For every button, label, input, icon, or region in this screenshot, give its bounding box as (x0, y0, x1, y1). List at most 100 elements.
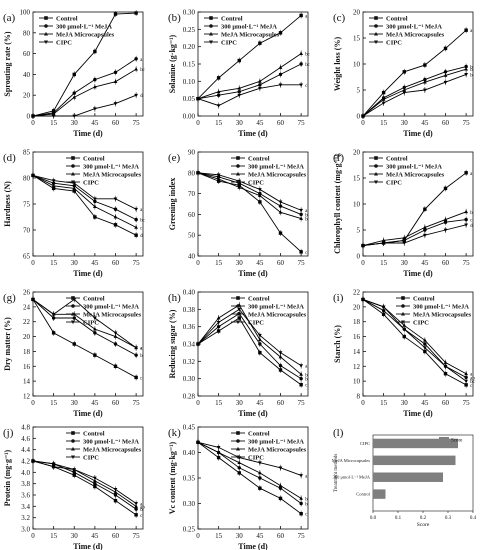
data-point (258, 476, 262, 480)
y-tick-label: 12 (353, 363, 361, 371)
y-tick-label: 0.00 (183, 113, 196, 121)
series-line (197, 63, 302, 100)
series-line (32, 175, 137, 236)
legend-marker (236, 164, 240, 168)
significance-letter: b (470, 66, 473, 71)
significance-letter: a (470, 373, 473, 378)
y-axis-title: Solanine (g·kg⁻¹) (168, 34, 177, 93)
legend-label: CIPC (386, 180, 402, 187)
data-point (443, 70, 448, 74)
legend-label: MeJA Microcapsules (56, 32, 115, 39)
panel-label: (b) (168, 12, 181, 24)
y-tick-label: 80 (23, 175, 31, 183)
x-tick-label: 45 (256, 399, 264, 407)
data-point (464, 209, 468, 214)
y-tick-label: 4.4 (21, 446, 30, 454)
series-line (362, 299, 467, 382)
data-point (216, 329, 221, 333)
plot-frame (362, 291, 474, 397)
legend-marker (71, 171, 75, 176)
significance-letter: a (305, 365, 308, 370)
y-tick-label: 10 (353, 201, 361, 209)
y-tick-label: 24 (23, 303, 31, 311)
legend-marker (374, 40, 378, 45)
x-axis-title: Score (417, 522, 430, 528)
data-point (381, 308, 386, 313)
x-tick-label: 60 (112, 399, 120, 407)
data-point (72, 468, 77, 472)
data-point (113, 214, 118, 219)
data-point (72, 342, 76, 346)
series-line (32, 299, 137, 356)
series-4: d (361, 221, 473, 249)
legend-label: MeJA Microcapsules (83, 447, 142, 454)
series-line (32, 174, 137, 228)
y-tick-label: 0.32 (183, 358, 196, 366)
significance-letter: a (305, 474, 308, 479)
y-tick-label: 0.34 (183, 341, 196, 349)
data-point (258, 79, 262, 83)
x-axis-title: Time (d) (73, 409, 103, 418)
y-tick-label: 40 (188, 253, 196, 261)
panel-label: (h) (168, 292, 181, 304)
y-tick-label: 14 (353, 348, 361, 356)
data-point (443, 80, 448, 85)
panel-g: (g) 0 15 30 45 60 75 12 14 16 18 20 22 24 26 Time (d) Dr… (3, 289, 144, 418)
data-point (258, 188, 262, 192)
data-point (113, 102, 118, 106)
x-tick-label: 15 (50, 532, 58, 540)
data-point (51, 331, 56, 335)
y-tick-label: 10 (353, 61, 361, 69)
legend-marker (236, 156, 240, 160)
x-tick-label: 15 (215, 399, 223, 407)
bar (373, 455, 456, 466)
panel-label: (g) (3, 292, 16, 304)
panel-label: (e) (168, 152, 181, 164)
series-line (197, 172, 302, 211)
data-point (423, 80, 427, 84)
data-point (464, 217, 468, 222)
data-point (402, 235, 407, 240)
data-point (299, 62, 303, 66)
legend-label: MeJA Microcapsules (221, 32, 280, 39)
significance-letter: a (140, 58, 143, 63)
panel-label: (k) (168, 427, 181, 439)
data-point (381, 97, 386, 101)
legend-marker (374, 171, 378, 176)
data-point (278, 466, 283, 470)
legend-label: 300 μmol·L⁻¹ MeJA (83, 164, 139, 171)
data-point (72, 72, 76, 77)
x-axis-title: Time (d) (403, 129, 433, 138)
data-point (278, 65, 283, 69)
panel-label: (l) (333, 427, 344, 439)
data-point (237, 307, 242, 312)
data-point (93, 84, 97, 89)
legend-label: 300 μmol·L⁻¹ MeJA (248, 439, 304, 446)
y-tick-label: 5 (357, 227, 361, 235)
data-point (134, 217, 138, 222)
y-tick-label: 70 (23, 227, 31, 235)
y-axis-title: Weight loss (%) (333, 37, 342, 92)
data-point (402, 91, 407, 95)
y-tick-label: 0.35 (183, 475, 196, 483)
legend-marker (71, 304, 75, 308)
data-point (113, 197, 118, 201)
legend-marker (71, 164, 75, 168)
y-tick-label: 20 (23, 92, 31, 100)
data-point (464, 379, 468, 384)
data-point (258, 350, 262, 355)
series-line (32, 298, 137, 349)
legend-marker (374, 180, 378, 185)
series-line (32, 58, 137, 117)
series-line (362, 29, 467, 117)
data-point (93, 331, 97, 335)
legend-marker (44, 31, 48, 36)
y-tick-label: 20 (353, 9, 361, 17)
y-tick-label: 0.40 (183, 449, 196, 457)
legend-label: Control (386, 16, 408, 23)
panel-a: (a) 0 15 30 45 60 75 0 20 40 60 80 100 Time (d) Sprout… (3, 9, 146, 139)
y-tick-label: 0.45 (183, 424, 196, 432)
series-line (362, 68, 467, 117)
data-point (237, 90, 241, 94)
